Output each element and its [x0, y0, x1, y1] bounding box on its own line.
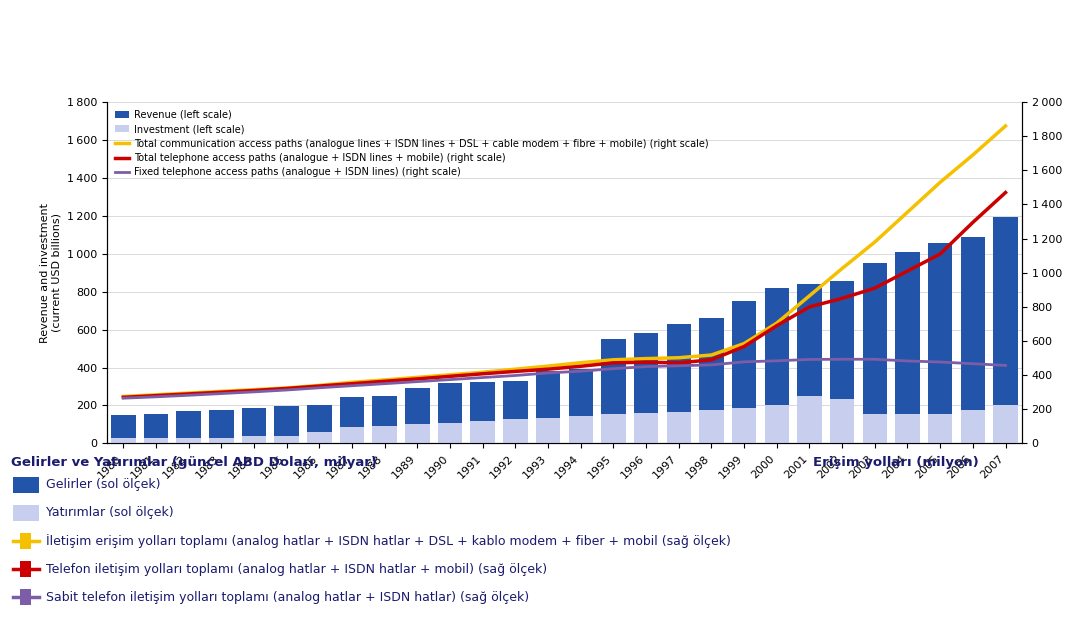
Text: Gelirler (sol ölçek): Gelirler (sol ölçek) — [46, 478, 160, 491]
Bar — [242, 408, 266, 443]
Bar — [633, 413, 658, 443]
Bar — [765, 288, 789, 443]
Bar — [699, 318, 723, 443]
Bar — [242, 436, 266, 443]
Bar — [830, 399, 855, 443]
Bar — [797, 284, 822, 443]
Bar — [143, 438, 168, 443]
Text: Yatırımlar (sol ölçek): Yatırımlar (sol ölçek) — [46, 507, 173, 519]
Text: Sabit telefon iletişim yolları toplamı (analog hatlar + ISDN hatlar) (sağ ölçek): Sabit telefon iletişim yolları toplamı (… — [46, 591, 530, 604]
Bar — [209, 410, 233, 443]
Bar — [471, 382, 495, 443]
Bar — [732, 408, 756, 443]
Bar — [765, 406, 789, 443]
Bar — [503, 419, 528, 443]
Legend: Revenue (left scale), Investment (left scale), Total communication access paths : Revenue (left scale), Investment (left s… — [112, 107, 712, 181]
Text: Gelirler ve Yatırımlar (güncel ABD Doları, milyar): Gelirler ve Yatırımlar (güncel ABD Dolar… — [11, 456, 377, 469]
Bar — [274, 406, 299, 443]
Bar — [536, 418, 561, 443]
Bar — [568, 416, 593, 443]
Bar — [862, 414, 887, 443]
Bar — [307, 432, 332, 443]
Bar — [633, 334, 658, 443]
Bar — [667, 324, 691, 443]
Bar — [438, 383, 462, 443]
Bar — [143, 414, 168, 443]
Bar — [209, 438, 233, 443]
Text: Erişim yolları (milyon): Erişim yolları (milyon) — [813, 456, 979, 469]
Bar — [896, 414, 920, 443]
Bar — [797, 396, 822, 443]
Bar — [699, 410, 723, 443]
Bar — [993, 217, 1018, 443]
Bar — [503, 381, 528, 443]
Bar — [372, 426, 397, 443]
Bar — [307, 406, 332, 443]
Bar — [896, 252, 920, 443]
Text: Telefon iletişim yolları toplamı (analog hatlar + ISDN hatlar + mobil) (sağ ölçe: Telefon iletişim yolları toplamı (analog… — [46, 563, 547, 575]
Bar — [471, 420, 495, 443]
Bar — [830, 281, 855, 443]
Bar — [111, 415, 136, 443]
Bar — [601, 414, 626, 443]
Bar — [372, 396, 397, 443]
Bar — [177, 411, 201, 443]
Bar — [928, 414, 952, 443]
Bar — [928, 243, 952, 443]
Bar — [340, 427, 364, 443]
Bar — [667, 412, 691, 443]
Bar — [536, 371, 561, 443]
Text: İletişim erişim yolları toplamı (analog hatlar + ISDN hatlar + DSL + kablo modem: İletişim erişim yolları toplamı (analog … — [46, 534, 731, 548]
Bar — [438, 422, 462, 443]
Bar — [274, 436, 299, 443]
Bar — [406, 389, 430, 443]
Bar — [177, 438, 201, 443]
Bar — [732, 301, 756, 443]
Bar — [993, 404, 1018, 443]
Bar — [340, 397, 364, 443]
Bar — [601, 339, 626, 443]
Bar — [961, 410, 985, 443]
Bar — [568, 369, 593, 443]
Bar — [961, 237, 985, 443]
Bar — [406, 424, 430, 443]
Y-axis label: Revenue and investment
(current USD billions): Revenue and investment (current USD bill… — [40, 203, 61, 343]
Bar — [111, 438, 136, 443]
Bar — [862, 263, 887, 443]
